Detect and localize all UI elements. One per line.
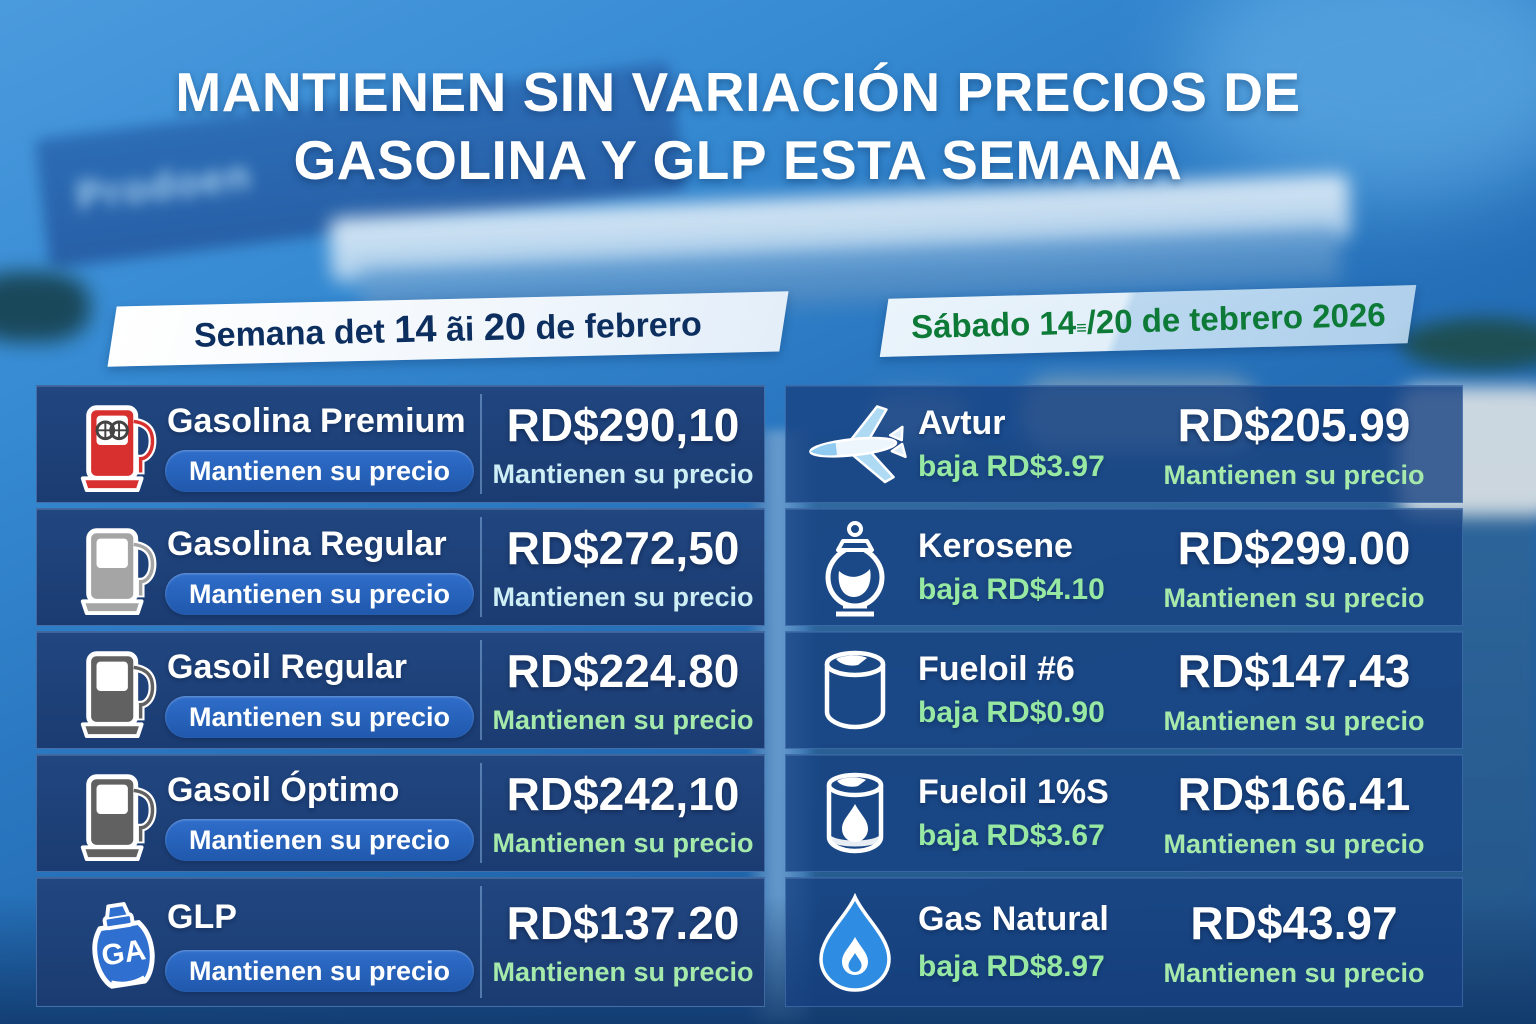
fuel-name: Gasolina Premium [167, 402, 466, 440]
page-title-line1: MANTIENEN SIN VARIACIÓN PRECIOS DE [175, 61, 1301, 123]
oil-drum-flame-icon [802, 764, 908, 864]
price-status: Mantienen su precio [492, 459, 754, 489]
fuel-name: Gas Natural [918, 900, 1109, 938]
price-status: Mantienen su precio [1163, 705, 1425, 736]
fuel-card-fueloil-1-s: Fueloil 1%S baja RD$3.67 RD$166.41 Manti… [785, 754, 1463, 872]
fuel-pump-red-icon [63, 396, 181, 494]
fuel-name: Gasoil Óptimo [167, 771, 400, 809]
price-status: Mantienen su precio [492, 957, 754, 987]
fuel-card-gasolina-regular: Gasolina Regular Mantienen su precio RD$… [36, 508, 765, 626]
banner-text-segment: Sábado 14 [910, 303, 1077, 346]
fuel-price: RD$290,10 [506, 399, 740, 451]
fuel-name: Kerosene [918, 527, 1073, 565]
banner-text-segment: 20 [483, 305, 527, 349]
price-status: Mantienen su precio [1163, 828, 1425, 859]
banner-text-segment: 14 [393, 307, 438, 351]
price-section: RD$137.20 Mantienen su precio [480, 886, 764, 998]
page-title-line2-strong: GASOLINA Y GLP [293, 129, 768, 191]
price-section: RD$43.97 Mantienen su precio [1134, 886, 1454, 998]
kerosene-lamp-icon [802, 518, 908, 618]
price-section: RD$242,10 Mantienen su precio [480, 763, 764, 863]
price-status: Mantienen su precio [492, 828, 754, 858]
svg-text:GA: GA [99, 933, 148, 972]
fuel-card-gasolina-premium: Gasolina Premium Mantienen su precio RD$… [36, 385, 765, 503]
banner-text-segment: Semana [193, 313, 325, 355]
status-badge: Mantienen su precio [165, 950, 475, 992]
status-badge: Mantienen su precio [165, 819, 475, 861]
page-title-line2: GASOLINA Y GLP ESTA SEMANA [0, 126, 1476, 194]
price-section: RD$299.00 Mantienen su precio [1134, 517, 1454, 617]
fuel-name: Avtur [918, 404, 1006, 442]
page-title-line2-rest: ESTA SEMANA [767, 129, 1183, 191]
price-status: Mantienen su precio [1163, 582, 1425, 613]
price-section: RD$205.99 Mantienen su precio [1134, 394, 1454, 494]
banner-text-segment: 2026 [1311, 295, 1386, 335]
price-change: baja RD$8.97 [918, 950, 1105, 983]
gas-cylinder-icon: GA [63, 894, 181, 992]
airplane-icon [802, 395, 908, 495]
fuel-card-avtur: Avtur baja RD$3.97 RD$205.99 Mantienen s… [785, 385, 1463, 503]
oil-drum-icon [802, 641, 908, 741]
page-title: MANTIENEN SIN VARIACIÓN PRECIOS DE GASOL… [0, 58, 1476, 194]
fuel-pump-dark-icon [63, 642, 181, 740]
banner-text-segment: /20 [1085, 302, 1133, 341]
price-section: RD$166.41 Mantienen su precio [1134, 763, 1454, 863]
fuel-price: RD$242,10 [506, 768, 740, 820]
price-change: baja RD$3.97 [918, 450, 1105, 483]
fuel-price: RD$166.41 [1177, 767, 1411, 820]
price-status: Mantienen su precio [1163, 957, 1425, 988]
fuel-pump-silver-icon [63, 519, 181, 617]
fuel-card-kerosene: Kerosene baja RD$4.10 RD$299.00 Mantiene… [785, 508, 1463, 626]
banner-text-segment: ≡ [1075, 317, 1087, 338]
fuel-card-gas-natural: Gas Natural baja RD$8.97 RD$43.97 Mantie… [785, 877, 1463, 1007]
banner-text-segment: det [324, 311, 395, 352]
fuel-card-gasoil-ptimo: Gasoil Óptimo Mantienen su precio RD$242… [36, 754, 765, 872]
banner-text-segment: de febrero [525, 304, 703, 347]
price-section: RD$224.80 Mantienen su precio [480, 640, 764, 740]
fuel-card-glp: GA GLP Mantienen su precio RD$137.20 Man… [36, 877, 765, 1007]
fuel-price: RD$272,50 [506, 522, 740, 574]
price-status: Mantienen su precio [492, 705, 754, 735]
fuel-card-fueloil-6: Fueloil #6 baja RD$0.90 RD$147.43 Mantie… [785, 631, 1463, 749]
fuel-price: RD$299.00 [1177, 521, 1411, 574]
status-badge: Mantienen su precio [165, 450, 475, 492]
price-section: RD$272,50 Mantienen su precio [480, 517, 764, 617]
week-banner-text: Semana det 14 ãi 20 de febrero [194, 302, 703, 357]
price-status: Mantienen su precio [1163, 459, 1425, 490]
fuel-name: GLP [167, 898, 237, 936]
banner-text-segment: ãi [436, 309, 485, 349]
price-section: RD$290,10 Mantienen su precio [480, 394, 764, 494]
status-badge: Mantienen su precio [165, 573, 475, 615]
status-badge: Mantienen su precio [165, 696, 475, 738]
landscape-left [0, 272, 90, 342]
fuel-price: RD$224.80 [506, 645, 740, 697]
fuel-price: RD$137.20 [506, 897, 740, 949]
fuel-price: RD$205.99 [1177, 398, 1411, 451]
fuel-name: Fueloil 1%S [918, 773, 1109, 811]
fuel-price: RD$43.97 [1190, 896, 1398, 949]
fuel-price: RD$147.43 [1177, 644, 1411, 697]
fuel-name: Gasoil Regular [167, 648, 407, 686]
date-banner-text: Sábado 14≡/20 de tebrero 2026 [910, 296, 1386, 346]
price-change: baja RD$4.10 [918, 573, 1105, 606]
fuel-pump-dark-icon [63, 765, 181, 863]
gas-flame-drop-icon [802, 893, 908, 993]
hills [1400, 318, 1536, 370]
date-banner: Sábado 14≡/20 de tebrero 2026 [879, 284, 1417, 358]
price-status: Mantienen su precio [492, 582, 754, 612]
price-change: baja RD$3.67 [918, 819, 1105, 852]
fuel-card-gasoil-regular: Gasoil Regular Mantienen su precio RD$22… [36, 631, 765, 749]
banner-text-segment: de tebrero [1131, 297, 1313, 340]
fuel-name: Gasolina Regular [167, 525, 447, 563]
fuel-name: Fueloil #6 [918, 650, 1075, 688]
price-change: baja RD$0.90 [918, 696, 1105, 729]
week-banner: Semana det 14 ãi 20 de febrero [107, 291, 789, 367]
price-section: RD$147.43 Mantienen su precio [1134, 640, 1454, 740]
